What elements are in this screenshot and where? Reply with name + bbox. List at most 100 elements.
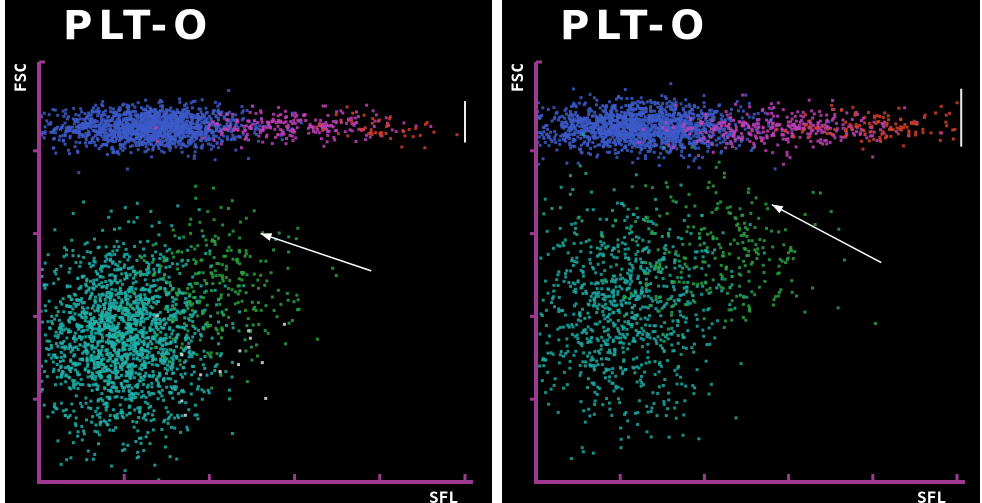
data-point bbox=[166, 417, 170, 421]
data-point bbox=[92, 278, 96, 282]
data-point bbox=[719, 117, 723, 121]
data-point bbox=[98, 317, 102, 321]
data-point bbox=[303, 113, 307, 117]
data-point bbox=[113, 253, 117, 256]
data-point bbox=[148, 374, 152, 378]
data-point bbox=[128, 290, 131, 294]
data-point bbox=[132, 322, 136, 326]
data-point bbox=[170, 332, 174, 336]
data-point bbox=[123, 292, 127, 295]
data-point bbox=[61, 297, 65, 301]
data-point bbox=[253, 305, 257, 309]
data-point bbox=[692, 134, 696, 138]
data-point bbox=[156, 294, 159, 298]
data-point bbox=[246, 317, 250, 321]
data-point bbox=[82, 344, 86, 348]
data-point bbox=[314, 130, 318, 134]
data-point bbox=[96, 303, 100, 307]
data-point bbox=[158, 138, 162, 142]
data-point bbox=[562, 121, 566, 125]
data-point bbox=[118, 279, 122, 283]
data-point bbox=[202, 121, 206, 125]
data-point bbox=[48, 326, 52, 330]
data-point bbox=[67, 347, 71, 351]
data-point bbox=[257, 323, 261, 326]
data-point bbox=[141, 313, 145, 317]
data-point bbox=[164, 406, 168, 410]
data-point bbox=[92, 346, 96, 350]
data-point bbox=[149, 143, 153, 146]
data-point bbox=[70, 298, 74, 301]
data-point bbox=[240, 146, 243, 150]
data-point bbox=[70, 402, 74, 406]
data-point bbox=[639, 147, 643, 151]
data-point bbox=[254, 111, 258, 115]
data-point bbox=[56, 333, 60, 337]
data-point bbox=[168, 365, 172, 369]
data-point bbox=[40, 268, 44, 271]
data-point bbox=[110, 287, 114, 291]
data-point bbox=[568, 141, 572, 145]
data-point bbox=[618, 116, 622, 120]
data-point bbox=[231, 133, 235, 137]
data-point bbox=[401, 129, 405, 133]
data-point bbox=[144, 331, 148, 335]
data-point bbox=[143, 293, 147, 297]
data-point bbox=[66, 364, 70, 368]
data-point bbox=[175, 291, 178, 295]
data-point bbox=[216, 311, 220, 315]
data-point bbox=[72, 409, 76, 413]
data-point bbox=[94, 331, 98, 335]
data-point bbox=[128, 375, 132, 379]
data-point bbox=[683, 112, 687, 116]
data-point bbox=[225, 137, 229, 141]
data-point bbox=[151, 254, 154, 258]
data-point bbox=[108, 369, 112, 373]
data-point bbox=[170, 425, 173, 429]
data-point bbox=[163, 257, 167, 261]
data-point bbox=[73, 379, 77, 383]
data-point bbox=[173, 340, 177, 344]
data-point bbox=[92, 360, 96, 363]
data-point bbox=[130, 399, 134, 403]
data-point bbox=[111, 114, 115, 118]
data-point bbox=[175, 457, 179, 461]
data-point bbox=[161, 139, 165, 143]
data-point bbox=[588, 119, 592, 122]
data-point bbox=[136, 406, 140, 410]
data-point bbox=[177, 142, 181, 146]
data-point bbox=[174, 115, 178, 119]
data-point bbox=[83, 118, 87, 122]
data-point bbox=[390, 128, 394, 132]
data-point bbox=[668, 100, 671, 104]
data-point bbox=[196, 387, 199, 391]
data-point bbox=[648, 149, 652, 153]
data-point bbox=[723, 138, 727, 142]
data-point bbox=[144, 395, 148, 399]
data-point bbox=[162, 131, 166, 135]
data-point bbox=[125, 276, 129, 280]
data-point bbox=[579, 136, 583, 140]
data-point bbox=[330, 124, 334, 127]
data-point bbox=[87, 406, 91, 410]
data-point bbox=[212, 136, 216, 140]
data-point bbox=[130, 346, 133, 350]
data-point bbox=[157, 270, 161, 274]
data-point bbox=[563, 108, 567, 112]
data-point bbox=[162, 347, 166, 351]
data-point bbox=[109, 324, 113, 328]
data-point bbox=[186, 287, 190, 290]
data-point bbox=[132, 353, 135, 357]
data-point bbox=[252, 209, 256, 213]
data-point bbox=[145, 135, 149, 139]
data-point bbox=[73, 129, 77, 133]
data-point bbox=[89, 122, 93, 126]
data-point bbox=[244, 124, 248, 128]
data-point bbox=[625, 97, 629, 100]
data-point bbox=[151, 125, 155, 129]
data-point bbox=[125, 301, 129, 305]
data-point bbox=[728, 133, 732, 137]
data-point bbox=[112, 324, 115, 328]
data-point bbox=[364, 138, 367, 142]
data-point bbox=[199, 125, 203, 129]
